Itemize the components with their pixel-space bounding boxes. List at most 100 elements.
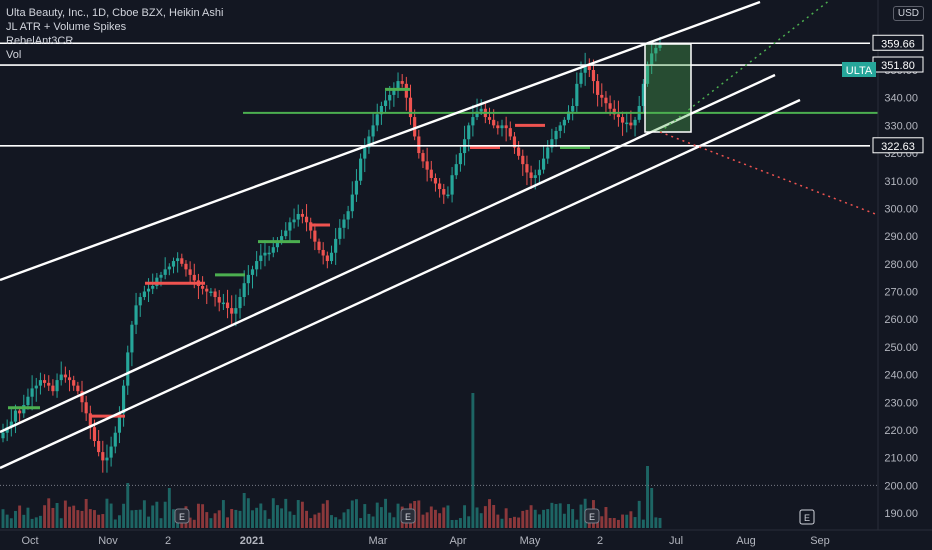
volume-bar — [126, 483, 130, 528]
earnings-marker-label: E — [179, 512, 185, 522]
candle — [575, 83, 579, 106]
candle — [88, 413, 92, 428]
indicator-atr[interactable]: JL ATR + Volume Spikes — [6, 21, 127, 33]
volume-bar — [504, 508, 508, 528]
volume-bar — [500, 518, 504, 528]
volume-bar — [292, 514, 296, 528]
volume-bar — [633, 517, 637, 528]
volume-bar — [525, 509, 529, 528]
earnings-marker[interactable] — [584, 508, 600, 524]
projection-box-outline[interactable] — [644, 43, 692, 133]
candle — [354, 180, 359, 195]
volume-bar — [417, 500, 421, 528]
candle — [446, 194, 450, 197]
candle — [425, 161, 429, 170]
x-tick-label: Mar — [369, 535, 388, 547]
candle — [113, 432, 117, 447]
volume-bar — [43, 505, 47, 528]
earnings-marker-label: E — [405, 512, 411, 522]
channel-trendline[interactable] — [0, 0, 761, 282]
volume-bar — [201, 504, 205, 528]
volume-bar — [517, 517, 521, 528]
volume-bar — [213, 513, 217, 528]
candle — [504, 125, 508, 129]
candle — [101, 452, 105, 461]
candle — [242, 283, 246, 298]
volume-bar — [275, 505, 279, 528]
volume-bar — [9, 518, 13, 528]
currency-selector[interactable]: USD — [892, 6, 924, 21]
channel-trendline[interactable] — [0, 98, 801, 470]
candle — [238, 297, 242, 309]
volume-bar — [554, 503, 558, 528]
earnings-marker[interactable] — [400, 508, 416, 524]
candle — [51, 385, 55, 392]
candle — [500, 125, 504, 129]
volume-bar — [650, 488, 654, 528]
y-tick-label: 300.00 — [884, 203, 918, 215]
price-label-text: 351.80 — [881, 60, 915, 72]
candle — [209, 291, 213, 293]
candle — [18, 410, 22, 414]
candle — [645, 64, 650, 84]
candle — [562, 119, 566, 126]
candle — [167, 266, 171, 270]
candle — [388, 94, 392, 101]
candle — [304, 216, 309, 223]
indicator-vol[interactable]: Vol — [6, 49, 22, 61]
volume-bar — [238, 510, 242, 528]
volume-bar — [263, 510, 267, 528]
y-tick-label: 240.00 — [884, 370, 918, 382]
candle — [625, 122, 629, 125]
volume-bar — [421, 514, 425, 528]
volume-bar — [76, 510, 80, 528]
candle — [76, 385, 80, 392]
candle — [267, 252, 271, 255]
future-earnings-label: E — [804, 513, 810, 523]
candle — [579, 72, 583, 84]
volume-bar — [567, 504, 570, 528]
candle — [400, 81, 404, 84]
candle — [371, 125, 375, 137]
indicator-rebelant[interactable]: RebelAnt3CR — [6, 35, 74, 47]
volume-bar — [429, 506, 433, 528]
volume-bar — [571, 509, 575, 528]
volume-bar — [542, 509, 546, 528]
candle — [43, 380, 47, 383]
candle — [163, 269, 167, 275]
volume-bar — [463, 505, 467, 528]
volume-bar — [134, 509, 138, 528]
volume-bar — [196, 503, 200, 528]
volume-bar — [354, 499, 358, 528]
volume-bar — [88, 509, 92, 528]
candle — [537, 169, 541, 176]
volume-bar — [513, 516, 516, 528]
volume-bar — [641, 519, 645, 528]
x-tick-label: Nov — [98, 535, 118, 547]
earnings-marker[interactable] — [174, 508, 190, 524]
candle — [554, 130, 558, 140]
volume-bar — [280, 508, 284, 528]
channel-trendline[interactable] — [0, 73, 776, 434]
candle — [508, 128, 512, 137]
volume-bar — [309, 518, 313, 528]
candle — [171, 261, 176, 267]
volume-bar — [34, 517, 38, 528]
candle — [383, 100, 388, 106]
y-tick-label: 280.00 — [884, 259, 918, 271]
candle — [9, 421, 13, 428]
candle — [213, 291, 217, 298]
candle — [541, 158, 546, 170]
candle — [109, 446, 113, 458]
future-earnings-marker[interactable] — [799, 509, 815, 525]
candle — [475, 111, 479, 118]
volume-bar — [313, 514, 317, 528]
volume-bar — [26, 507, 30, 528]
candle — [1, 432, 5, 439]
candle — [117, 413, 122, 433]
candle — [546, 147, 550, 159]
candle — [296, 213, 300, 220]
volume-bar — [654, 517, 658, 528]
volume-bar — [562, 513, 566, 528]
